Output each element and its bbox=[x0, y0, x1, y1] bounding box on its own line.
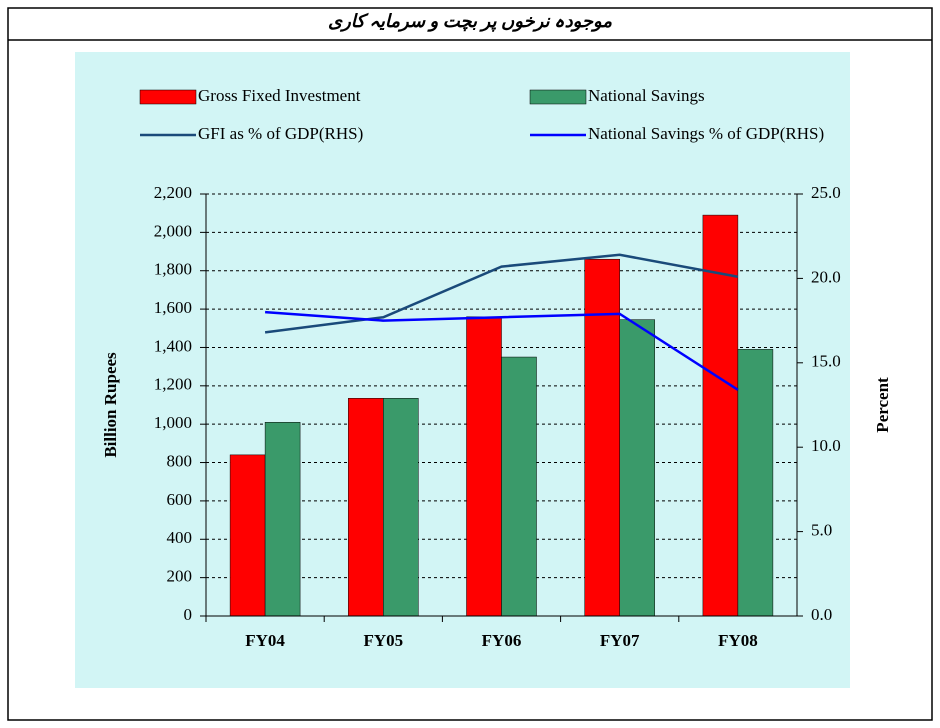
y-tick-label: 1,800 bbox=[154, 260, 192, 279]
bar bbox=[619, 319, 655, 617]
legend-swatch bbox=[139, 89, 197, 105]
bar bbox=[229, 454, 266, 617]
bar bbox=[348, 398, 384, 617]
y-tick-label: 1,000 bbox=[154, 413, 192, 432]
y2-tick-label: 25.0 bbox=[811, 183, 841, 202]
y-tick-label: 1,200 bbox=[154, 375, 192, 394]
y-tick-label: 600 bbox=[167, 490, 193, 509]
bar bbox=[702, 214, 739, 617]
legend-label: Gross Fixed Investment bbox=[198, 86, 361, 105]
y2-tick-label: 20.0 bbox=[811, 267, 841, 286]
y-tick-label: 800 bbox=[167, 451, 193, 470]
bar bbox=[383, 398, 419, 617]
y-tick-label: 1,400 bbox=[154, 336, 192, 355]
bar bbox=[501, 356, 537, 617]
legend-label: National Savings % of GDP(RHS) bbox=[588, 124, 824, 143]
y2-axis-label: Percent bbox=[873, 377, 892, 433]
y2-tick-label: 15.0 bbox=[811, 352, 841, 371]
x-tick-label: FY06 bbox=[482, 631, 522, 650]
y-tick-label: 400 bbox=[167, 528, 193, 547]
line-series bbox=[265, 310, 739, 391]
y2-tick-label: 5.0 bbox=[811, 521, 832, 540]
y-tick-label: 1,600 bbox=[154, 298, 192, 317]
y-tick-label: 2,200 bbox=[154, 183, 192, 202]
line-series bbox=[264, 253, 739, 334]
bar bbox=[466, 316, 502, 617]
bar bbox=[264, 422, 301, 617]
y-tick-label: 200 bbox=[167, 567, 193, 586]
bar bbox=[737, 349, 774, 617]
legend-label: GFI as % of GDP(RHS) bbox=[198, 124, 363, 143]
x-tick-label: FY08 bbox=[718, 631, 758, 650]
y2-tick-label: 0.0 bbox=[811, 605, 832, 624]
x-tick-label: FY04 bbox=[245, 631, 285, 650]
chart-title: موجودہ نرخوں پر بچت و سرمایہ کاری bbox=[328, 11, 612, 32]
x-tick-label: FY05 bbox=[363, 631, 403, 650]
legend-label: National Savings bbox=[588, 86, 705, 105]
y-axis-label: Billion Rupees bbox=[101, 352, 120, 458]
y2-tick-label: 10.0 bbox=[811, 436, 841, 455]
bar bbox=[584, 258, 620, 617]
legend-swatch bbox=[529, 89, 587, 105]
y-tick-label: 0 bbox=[184, 605, 193, 624]
y-tick-label: 2,000 bbox=[154, 221, 192, 240]
x-tick-label: FY07 bbox=[600, 631, 640, 650]
